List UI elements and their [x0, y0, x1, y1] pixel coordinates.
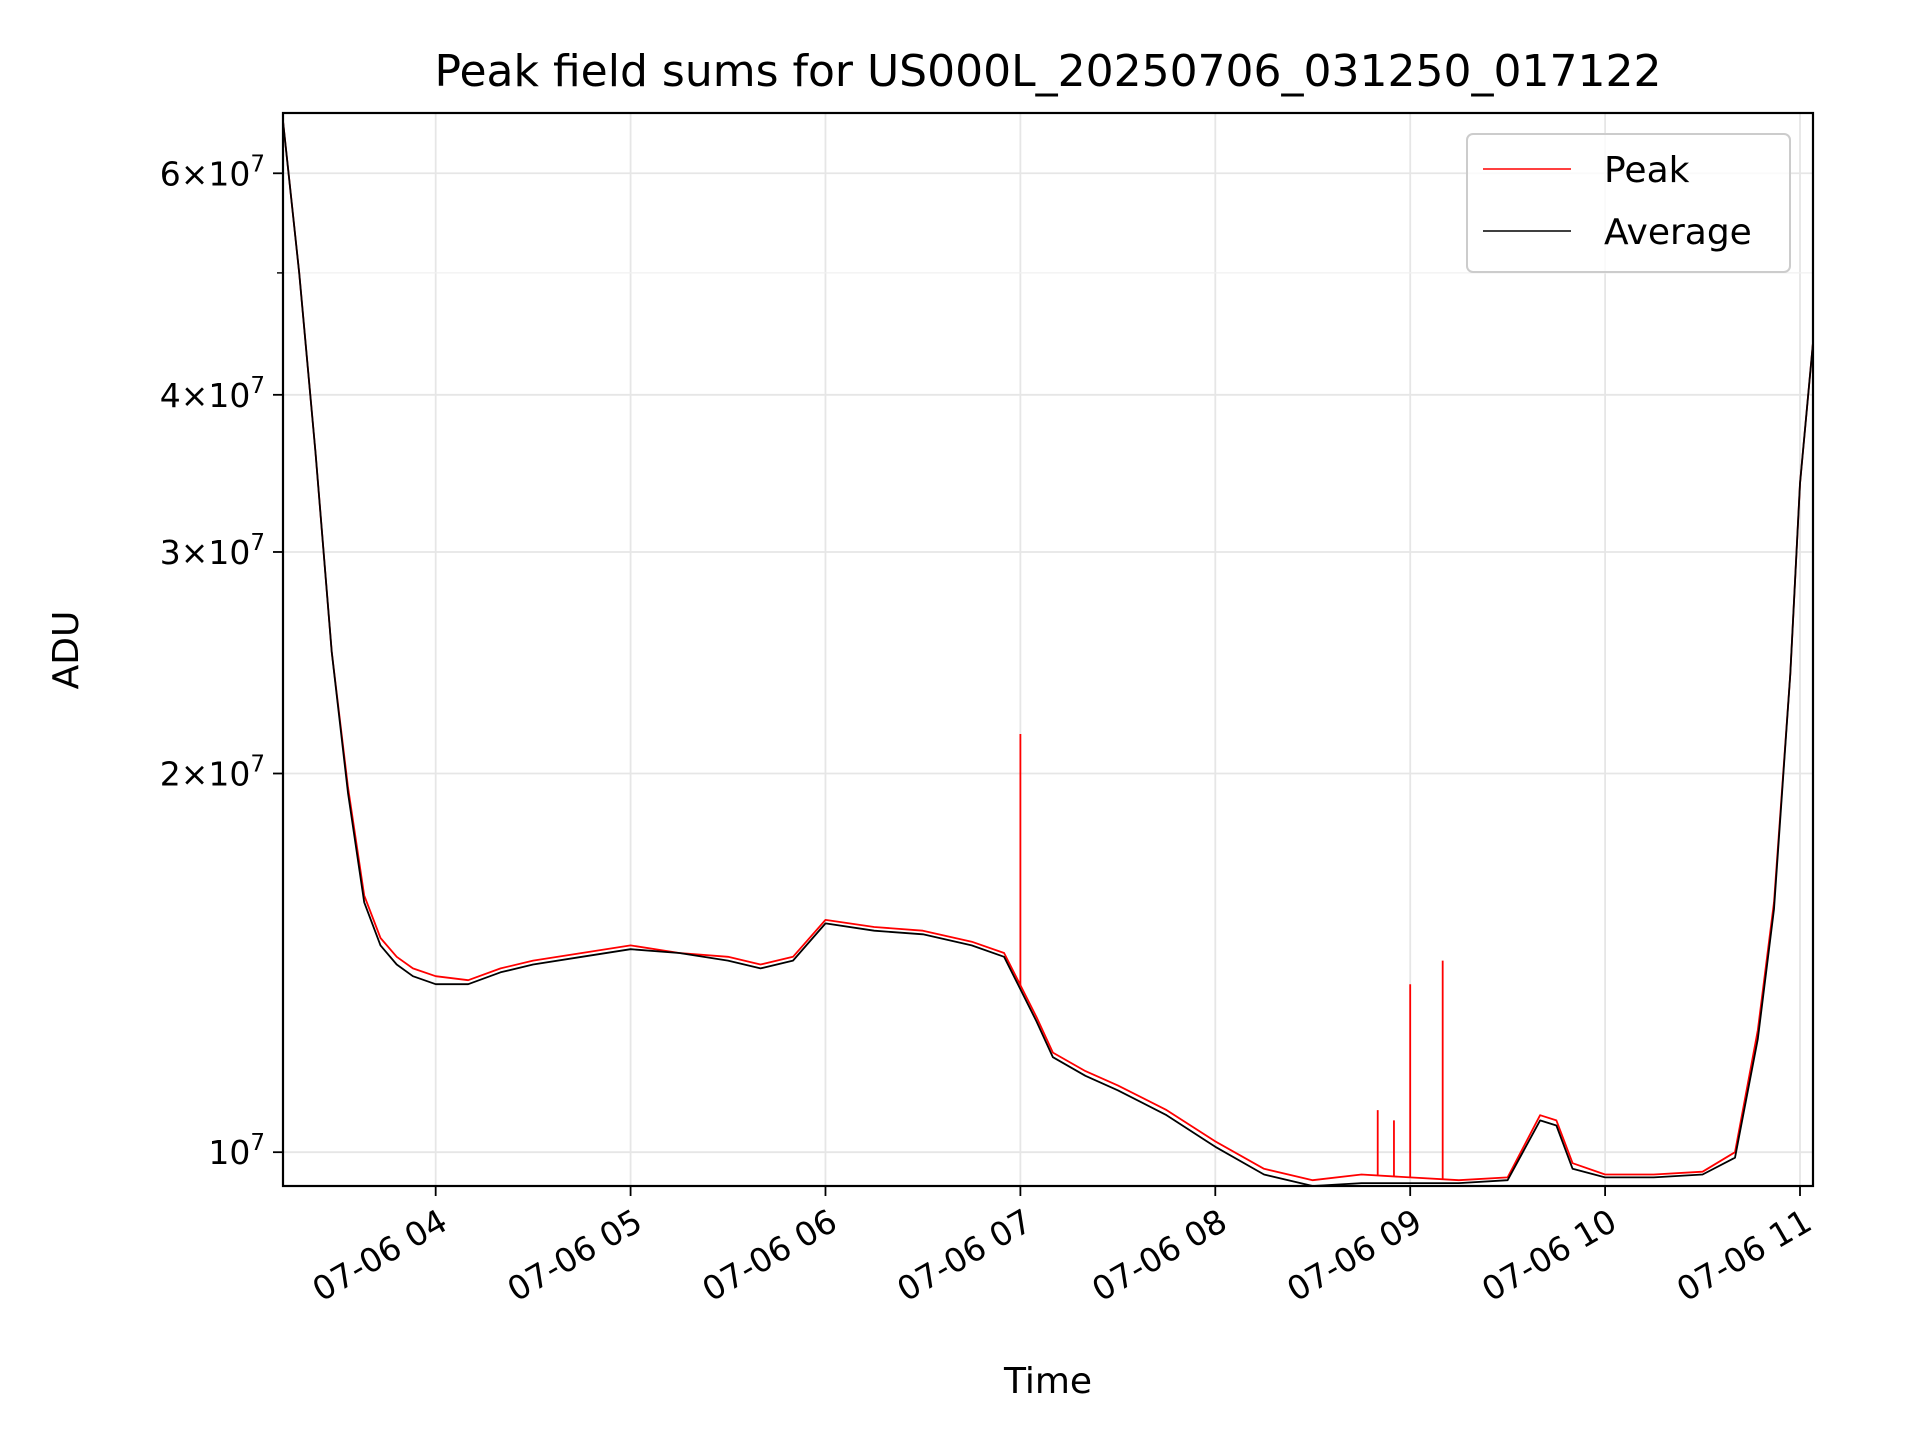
x-axis-label: Time: [1003, 1361, 1092, 1402]
plot-frame: [281, 111, 1815, 1188]
y-tick-label: 2×107: [160, 752, 265, 794]
y-axis-label: ADU: [46, 611, 87, 690]
chart-title: Peak field sums for US000L_20250706_0312…: [435, 46, 1662, 97]
y-tick-label: 107: [208, 1130, 265, 1172]
y-tick-label: 3×107: [160, 530, 265, 572]
y-tick-label: 4×107: [160, 373, 265, 415]
plot-lines: [282, 121, 1814, 1187]
y-tick-label: 6×107: [160, 151, 265, 193]
legend-label-average: Average: [1604, 212, 1752, 253]
grid: [283, 113, 1813, 1186]
series-line-average: [282, 121, 1814, 1187]
y-axis: 6×107 4×107 3×107 2×107 107: [160, 151, 283, 1172]
legend-label-peak: Peak: [1604, 150, 1690, 191]
legend: Peak Average: [1466, 133, 1791, 273]
